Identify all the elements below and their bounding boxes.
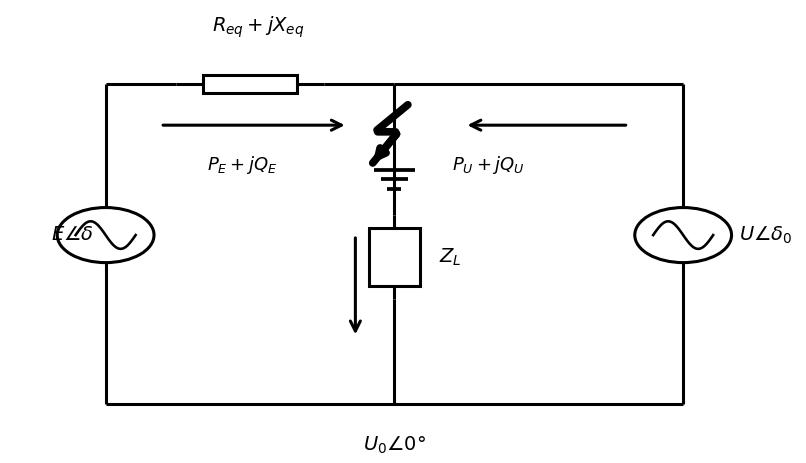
Text: $E\angle\delta$: $E\angle\delta$ (51, 226, 94, 244)
Text: $U\angle\delta_0$: $U\angle\delta_0$ (739, 225, 793, 246)
Text: $P_E + jQ_E$: $P_E + jQ_E$ (207, 154, 277, 176)
Text: $P_U + jQ_U$: $P_U + jQ_U$ (451, 154, 525, 176)
Text: $R_{eq}+jX_{eq}$: $R_{eq}+jX_{eq}$ (212, 14, 304, 40)
Bar (203, 75, 297, 94)
Bar (369, 228, 420, 286)
Text: $U_0\angle0°$: $U_0\angle0°$ (363, 435, 426, 456)
Text: $Z_L$: $Z_L$ (439, 247, 462, 268)
